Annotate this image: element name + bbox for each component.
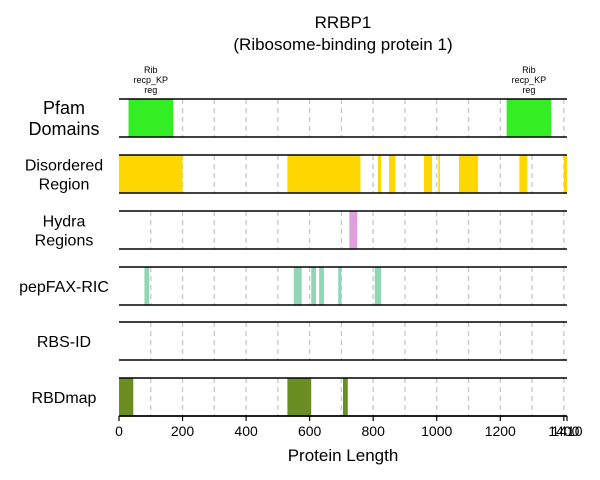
segment-3-5	[338, 267, 342, 305]
segment-3-6	[374, 267, 382, 305]
x-tick-label: 200	[171, 423, 195, 439]
track-label: RBS-ID	[37, 334, 91, 351]
segment-5-2	[343, 378, 348, 416]
track-2: Hydra Regions	[35, 210, 567, 250]
x-tick-label: 0	[115, 423, 123, 439]
chart-subtitle: (Ribosome-binding protein 1)	[233, 35, 452, 54]
segment-2-0	[349, 211, 358, 249]
segment-1-1	[287, 155, 361, 193]
x-tick-label: 1410	[551, 423, 582, 439]
x-tick-label: 1200	[485, 423, 516, 439]
segment-1-2	[377, 155, 382, 193]
segment-1-7	[519, 155, 528, 193]
segment-3-2	[298, 267, 302, 305]
segment-1-8	[563, 155, 567, 193]
segment-3-0	[144, 267, 150, 305]
segment-1-4	[424, 155, 432, 193]
track-4: RBS-ID	[37, 321, 567, 361]
track-0: Rib recp_KP reg Rib recp_KP reg Pfam Domains	[28, 65, 567, 139]
track-label: Hydra Regions	[35, 213, 94, 249]
x-tick-label: 400	[234, 423, 258, 439]
x-tick-label: 1000	[421, 423, 452, 439]
segment-label: Rib recp_KP reg	[512, 65, 547, 95]
segment-1-6	[458, 155, 479, 193]
segment-1-3	[389, 155, 396, 193]
segment-label: Rib recp_KP reg	[134, 65, 169, 95]
track-5: RBDmap	[32, 377, 567, 417]
segment-5-1	[287, 378, 312, 416]
x-tick-label: 600	[298, 423, 322, 439]
track-1: Disordered Region	[25, 154, 567, 194]
segment-0-1	[506, 99, 552, 137]
segment-3-4	[319, 267, 324, 305]
x-tick-label: 800	[362, 423, 386, 439]
x-tick-label: 1400	[548, 423, 579, 439]
segment-0-0	[128, 99, 174, 137]
x-axis-label: Protein Length	[288, 446, 399, 465]
segment-1-5	[438, 155, 440, 193]
track-3: pepFAX-RIC	[19, 266, 567, 306]
segment-5-0	[119, 378, 134, 416]
track-label: RBDmap	[32, 390, 97, 407]
segment-1-0	[119, 155, 183, 193]
chart-title: RRBP1	[315, 13, 372, 32]
track-label: pepFAX-RIC	[19, 279, 109, 296]
segment-3-1	[293, 267, 299, 305]
segment-3-3	[311, 267, 316, 305]
track-label: Pfam Domains	[28, 98, 99, 139]
track-label: Disordered Region	[25, 157, 103, 193]
tracks-layer: Rib recp_KP reg Rib recp_KP reg Pfam Domains Dis…	[19, 65, 567, 417]
